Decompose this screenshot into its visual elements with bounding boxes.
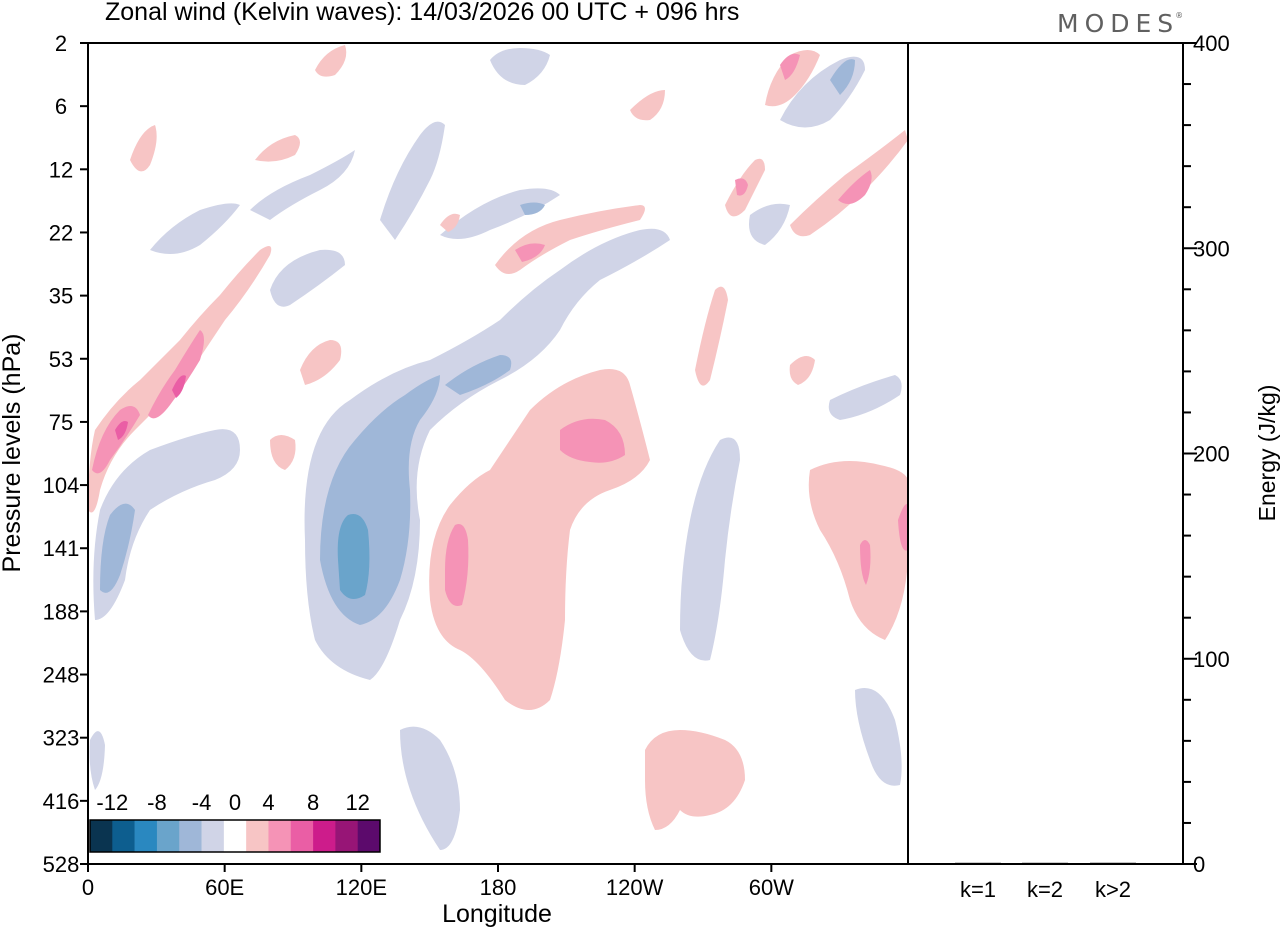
colorbar-swatch bbox=[223, 820, 247, 852]
negative-regions-strong bbox=[337, 514, 370, 599]
positive-regions-strong bbox=[115, 375, 186, 440]
x-axis-label: Longitude bbox=[442, 900, 552, 928]
pressure-tick-label: 53 bbox=[49, 347, 73, 372]
pressure-tick-label: 75 bbox=[49, 410, 73, 435]
longitude-axis: 0 60E 120E 180 120W 60W bbox=[82, 864, 794, 900]
energy-tick-label: 100 bbox=[1193, 647, 1230, 672]
pressure-axis: 2 6 12 22 35 53 75 104 141 188 248 323 416 528 bbox=[43, 31, 88, 877]
colorbar-swatch bbox=[156, 820, 180, 852]
colorbar-swatch bbox=[179, 820, 202, 852]
colorbar-swatch bbox=[201, 820, 225, 852]
energy-tick-label: 300 bbox=[1193, 236, 1230, 261]
energy-categories: k=1 k=2 k>2 bbox=[960, 877, 1131, 902]
energy-axis-label: Energy (J/kg) bbox=[1254, 385, 1280, 522]
colorbar-label: 4 bbox=[262, 790, 274, 815]
pressure-tick-label: 188 bbox=[43, 599, 80, 624]
energy-category-label: k=1 bbox=[960, 877, 996, 902]
pressure-tick-label: 22 bbox=[49, 220, 73, 245]
longitude-tick-label: 120E bbox=[336, 875, 387, 900]
colorbar-swatch bbox=[335, 820, 358, 852]
colorbar-label: -4 bbox=[192, 790, 212, 815]
colorbar-swatch bbox=[268, 820, 292, 852]
energy-axis: 0 100 200 300 400 bbox=[1183, 31, 1230, 877]
energy-bars bbox=[955, 862, 1136, 864]
colorbar-label: -8 bbox=[147, 790, 167, 815]
pressure-tick-label: 104 bbox=[43, 473, 80, 498]
colorbar-swatch bbox=[357, 820, 381, 852]
colorbar: -12 -8 -4 0 4 8 12 bbox=[89, 790, 381, 853]
longitude-tick-label: 60E bbox=[205, 875, 244, 900]
pressure-tick-label: 2 bbox=[55, 31, 67, 56]
longitude-tick-label: 60W bbox=[749, 875, 794, 900]
colorbar-label: 12 bbox=[345, 790, 369, 815]
energy-category-label: k=2 bbox=[1027, 877, 1063, 902]
logo-mark: ® bbox=[1175, 11, 1184, 20]
energy-tick-label: 400 bbox=[1193, 31, 1230, 56]
colorbar-swatch bbox=[134, 820, 158, 852]
energy-bar bbox=[955, 862, 1001, 864]
pressure-tick-label: 528 bbox=[43, 852, 80, 877]
energy-category-label: k>2 bbox=[1095, 877, 1131, 902]
energy-bar bbox=[1022, 862, 1068, 864]
longitude-tick-label: 0 bbox=[82, 875, 94, 900]
energy-tick-label: 200 bbox=[1193, 442, 1230, 467]
colorbar-label: -12 bbox=[96, 790, 128, 815]
colorbar-swatch bbox=[90, 820, 113, 852]
modes-logo: MODES® bbox=[1057, 9, 1187, 38]
colorbar-swatch bbox=[246, 820, 269, 852]
y-axis-label: Pressure levels (hPa) bbox=[0, 334, 26, 573]
pressure-tick-label: 323 bbox=[43, 726, 80, 751]
pressure-tick-label: 141 bbox=[43, 536, 80, 561]
energy-bar bbox=[1090, 862, 1136, 864]
contour-field bbox=[88, 45, 908, 850]
pressure-tick-label: 416 bbox=[43, 789, 80, 814]
longitude-tick-label: 180 bbox=[480, 875, 517, 900]
negative-regions-light bbox=[89, 48, 902, 850]
chart-title: Zonal wind (Kelvin waves): 14/03/2026 00… bbox=[105, 0, 740, 26]
longitude-tick-label: 120W bbox=[606, 875, 664, 900]
colorbar-swatch bbox=[290, 820, 314, 852]
pressure-tick-label: 248 bbox=[43, 663, 80, 688]
positive-regions-medium bbox=[92, 53, 908, 606]
colorbar-swatch bbox=[112, 820, 135, 852]
colorbar-label: 8 bbox=[307, 790, 319, 815]
pressure-tick-label: 35 bbox=[49, 284, 73, 309]
energy-tick-label: 0 bbox=[1193, 852, 1205, 877]
pressure-tick-label: 6 bbox=[55, 94, 67, 119]
colorbar-label: 0 bbox=[229, 790, 241, 815]
colorbar-frame bbox=[89, 819, 381, 853]
pressure-tick-label: 12 bbox=[49, 157, 73, 182]
colorbar-swatch bbox=[313, 820, 336, 852]
logo-text: MODES bbox=[1057, 9, 1180, 38]
